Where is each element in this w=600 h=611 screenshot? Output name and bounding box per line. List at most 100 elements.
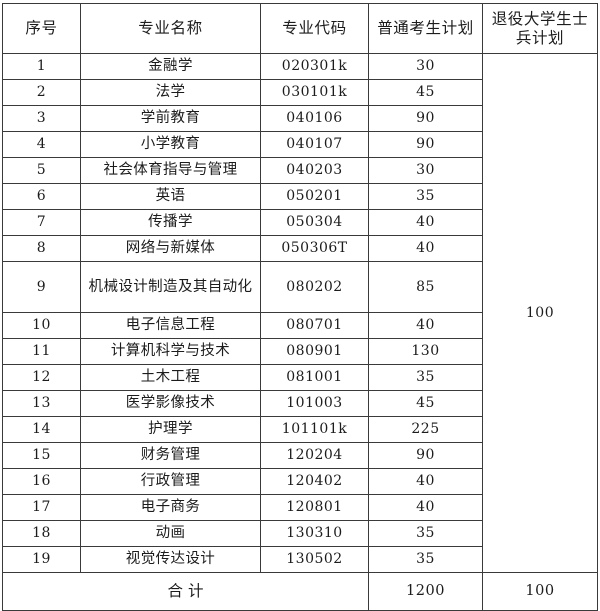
cell-major-code: 080701 — [260, 312, 369, 339]
table-row: 16 行政管理 120402 40 — [2, 468, 598, 495]
cell-major-code: 050201 — [260, 183, 369, 210]
cell-general-plan: 45 — [368, 79, 483, 106]
table-row: 11 计算机科学与技术 080901 130 — [2, 338, 598, 365]
table-row: 7 传播学 050304 40 — [2, 209, 598, 236]
cell-index: 4 — [2, 131, 81, 158]
cell-index: 17 — [2, 494, 81, 521]
cell-major-name: 电子商务 — [80, 494, 261, 521]
cell-general-plan: 90 — [368, 105, 483, 132]
cell-major-code: 050304 — [260, 209, 369, 236]
total-label: 合计 — [2, 572, 369, 611]
cell-major-code: 101101k — [260, 416, 369, 443]
table-row: 8 网络与新媒体 050306T 40 — [2, 235, 598, 262]
table-row: 12 土木工程 081001 35 — [2, 364, 598, 391]
cell-major-name: 电子信息工程 — [80, 312, 261, 339]
table-row: 13 医学影像技术 101003 45 — [2, 390, 598, 417]
cell-index: 14 — [2, 416, 81, 443]
cell-major-code: 101003 — [260, 390, 369, 417]
cell-index: 2 — [2, 79, 81, 106]
cell-major-code: 040106 — [260, 105, 369, 132]
cell-index: 16 — [2, 468, 81, 495]
cell-major-name: 动画 — [80, 520, 261, 547]
cell-general-plan: 30 — [368, 53, 483, 80]
total-veteran-plan: 100 — [482, 572, 598, 611]
cell-index: 10 — [2, 312, 81, 339]
table-row: 6 英语 050201 35 — [2, 183, 598, 210]
table-row: 19 视觉传达设计 130502 35 — [2, 546, 598, 573]
table-row: 1 金融学 020301k 30 100 — [2, 53, 598, 573]
cell-general-plan: 40 — [368, 209, 483, 236]
table-row: 4 小学教育 040107 90 — [2, 131, 598, 158]
cell-general-plan: 40 — [368, 235, 483, 262]
column-header-major-code: 专业代码 — [260, 3, 369, 54]
cell-index: 19 — [2, 546, 81, 573]
cell-major-name: 金融学 — [80, 53, 261, 80]
cell-general-plan: 45 — [368, 390, 483, 417]
table-footer: 合计 1200 100 — [2, 572, 598, 611]
table-row: 3 学前教育 040106 90 — [2, 105, 598, 132]
total-row: 合计 1200 100 — [2, 572, 598, 611]
cell-index: 6 — [2, 183, 81, 210]
table-row: 10 电子信息工程 080701 40 — [2, 312, 598, 339]
cell-major-code: 120204 — [260, 442, 369, 469]
table-row: 2 法学 030101k 45 — [2, 79, 598, 106]
cell-index: 9 — [2, 261, 81, 313]
table-body: 1 金融学 020301k 30 100 2 法学 030101k 45 3 学… — [2, 53, 598, 573]
cell-major-name: 计算机科学与技术 — [80, 338, 261, 365]
cell-general-plan: 35 — [368, 364, 483, 391]
cell-major-code: 020301k — [260, 53, 369, 80]
cell-index: 18 — [2, 520, 81, 547]
cell-major-code: 050306T — [260, 235, 369, 262]
cell-general-plan: 35 — [368, 520, 483, 547]
cell-index: 8 — [2, 235, 81, 262]
table-row: 18 动画 130310 35 — [2, 520, 598, 547]
enrollment-plan-table: 序号 专业名称 专业代码 普通考生计划 退役大学生士兵计划 1 金融学 0203… — [2, 3, 598, 611]
cell-major-name: 小学教育 — [80, 131, 261, 158]
cell-major-name: 护理学 — [80, 416, 261, 443]
cell-index: 13 — [2, 390, 81, 417]
cell-major-code: 120402 — [260, 468, 369, 495]
cell-general-plan: 130 — [368, 338, 483, 365]
column-header-veteran-plan: 退役大学生士兵计划 — [482, 3, 598, 54]
cell-general-plan: 40 — [368, 468, 483, 495]
cell-major-code: 040203 — [260, 157, 369, 184]
table-header: 序号 专业名称 专业代码 普通考生计划 退役大学生士兵计划 — [2, 3, 598, 54]
cell-index: 5 — [2, 157, 81, 184]
cell-general-plan: 90 — [368, 442, 483, 469]
cell-major-name: 传播学 — [80, 209, 261, 236]
cell-general-plan: 90 — [368, 131, 483, 158]
cell-major-code: 040107 — [260, 131, 369, 158]
table-row: 9 机械设计制造及其自动化 080202 85 — [2, 261, 598, 313]
header-row: 序号 专业名称 专业代码 普通考生计划 退役大学生士兵计划 — [2, 3, 598, 54]
cell-major-name: 法学 — [80, 79, 261, 106]
cell-general-plan: 35 — [368, 546, 483, 573]
cell-major-name: 社会体育指导与管理 — [80, 157, 261, 184]
cell-major-name: 网络与新媒体 — [80, 235, 261, 262]
cell-major-code: 080202 — [260, 261, 369, 313]
cell-major-name: 机械设计制造及其自动化 — [80, 261, 261, 313]
cell-general-plan: 40 — [368, 312, 483, 339]
cell-major-code: 030101k — [260, 79, 369, 106]
cell-general-plan: 40 — [368, 494, 483, 521]
cell-index: 3 — [2, 105, 81, 132]
cell-index: 1 — [2, 53, 81, 80]
total-general-plan: 1200 — [368, 572, 483, 611]
cell-major-name: 医学影像技术 — [80, 390, 261, 417]
cell-major-name: 视觉传达设计 — [80, 546, 261, 573]
cell-major-code: 081001 — [260, 364, 369, 391]
document-sheet: 序号 专业名称 专业代码 普通考生计划 退役大学生士兵计划 1 金融学 0203… — [2, 3, 598, 611]
cell-general-plan: 35 — [368, 183, 483, 210]
column-header-major-name: 专业名称 — [80, 3, 261, 54]
cell-index: 12 — [2, 364, 81, 391]
cell-major-code: 130502 — [260, 546, 369, 573]
cell-general-plan: 85 — [368, 261, 483, 313]
cell-major-name: 财务管理 — [80, 442, 261, 469]
cell-major-name: 学前教育 — [80, 105, 261, 132]
cell-major-code: 080901 — [260, 338, 369, 365]
cell-general-plan: 30 — [368, 157, 483, 184]
cell-index: 11 — [2, 338, 81, 365]
column-header-index: 序号 — [2, 3, 81, 54]
cell-index: 15 — [2, 442, 81, 469]
table-row: 14 护理学 101101k 225 — [2, 416, 598, 443]
cell-major-name: 土木工程 — [80, 364, 261, 391]
